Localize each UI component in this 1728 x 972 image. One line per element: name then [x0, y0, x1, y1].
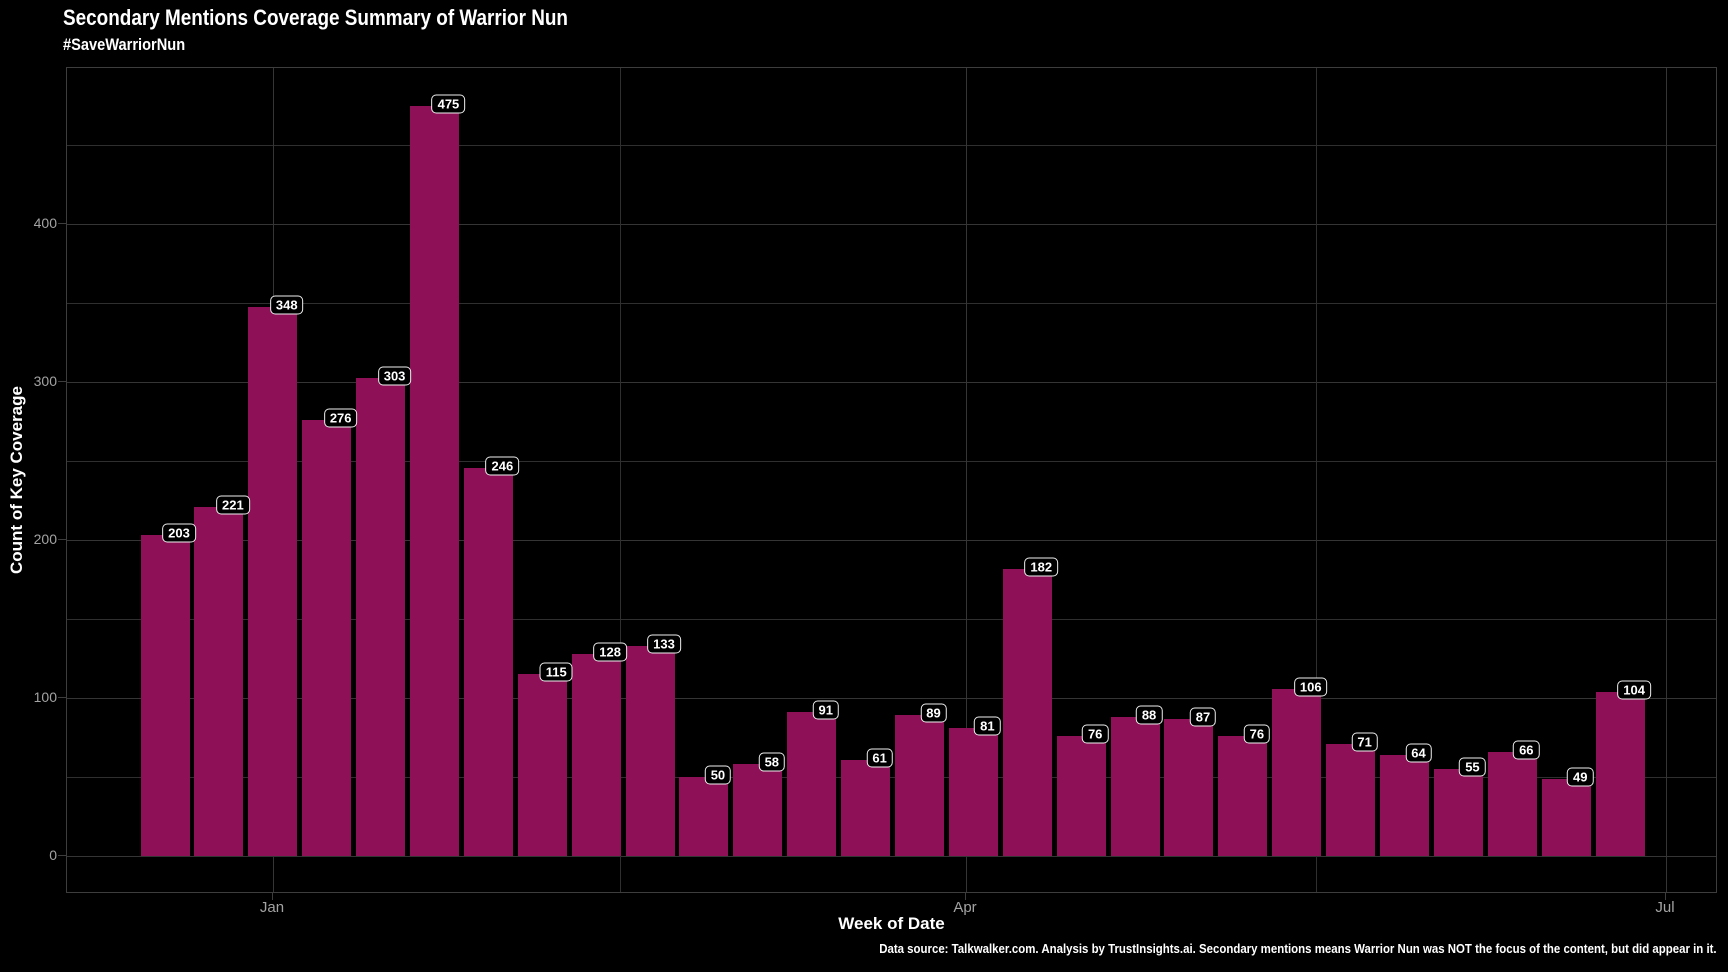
x-tick-Jan: [272, 893, 273, 900]
bar-week-17: [1002, 568, 1052, 856]
bar-week-21: [1218, 735, 1268, 856]
bar-value-chip: 104: [1617, 680, 1651, 700]
bar-value-chip: 246: [485, 456, 520, 476]
bar-week-1: [140, 535, 190, 856]
bar-value-chip: 348: [269, 295, 304, 314]
bar-value-chip: 76: [1081, 724, 1109, 744]
y-tick-label-400: 400: [33, 215, 57, 232]
y-tick-label-200: 200: [33, 531, 57, 548]
gridline-v-minor-0: [619, 68, 621, 892]
bar-value-chip: 50: [704, 765, 732, 785]
bar-value-chip: 115: [539, 662, 573, 682]
bar-week-25: [1433, 769, 1483, 856]
bar-value-chip: 128: [593, 642, 627, 662]
gridline-v-Jul: [1666, 68, 1667, 892]
bar-value-chip: 76: [1243, 724, 1271, 744]
x-axis-title: Week of Date: [838, 914, 945, 933]
gridline-h-400: [67, 224, 1716, 226]
y-tick-100: [58, 697, 66, 699]
bar-week-7: [463, 467, 513, 856]
gridline-h-350: [67, 303, 1716, 305]
bar-value-chip: 221: [216, 495, 250, 515]
bar-value-chip: 303: [377, 366, 412, 386]
bar-value-chip: 88: [1135, 705, 1163, 725]
bar-value-chip: 276: [323, 408, 358, 428]
bar-value-chip: 49: [1566, 767, 1594, 787]
bar-week-19: [1110, 717, 1160, 856]
bar-value-chip: 66: [1513, 740, 1540, 760]
y-tick-label-100: 100: [33, 689, 57, 706]
gridline-h-100: [67, 698, 1716, 700]
bar-value-chip: 106: [1293, 677, 1328, 697]
bar-value-chip: 91: [812, 700, 839, 720]
gridline-h-250: [67, 461, 1716, 463]
y-tick-200: [58, 539, 66, 541]
x-tick-Apr: [965, 893, 966, 900]
bar-week-16: [948, 728, 998, 856]
bar-value-chip: 64: [1405, 743, 1432, 763]
bar-week-15: [895, 715, 944, 856]
bar-value-chip: 133: [647, 634, 681, 654]
x-tick-Jul: [1665, 893, 1666, 900]
bar-week-5: [356, 377, 406, 856]
x-tick-label-Jan: Jan: [259, 899, 285, 916]
gridline-h-0: [67, 856, 1716, 857]
y-axis-title: Count of Key Coverage: [7, 386, 26, 574]
bar-week-6: [409, 105, 459, 856]
bar-value-chip: 89: [920, 703, 947, 723]
bar-value-chip: 61: [866, 748, 893, 768]
bar-week-13: [787, 712, 837, 856]
gridline-h-300: [67, 382, 1716, 384]
bar-week-3: [248, 306, 298, 856]
y-tick-400: [58, 223, 66, 225]
bar-week-4: [302, 420, 352, 856]
bar-week-27: [1541, 778, 1591, 856]
bar-value-chip: 203: [162, 523, 196, 543]
bar-week-20: [1164, 718, 1214, 856]
gridline-v-minor-1: [1316, 68, 1317, 892]
bar-value-chip: 182: [1024, 557, 1059, 577]
bar-week-24: [1380, 754, 1430, 856]
y-tick-0: [58, 855, 66, 856]
plot-panel: 203 221 348 276 303 475 246 115 128 133 50 58 91 61 89…: [66, 67, 1717, 893]
bar-value-chip: 71: [1351, 732, 1378, 752]
y-tick-label-0: 0: [49, 847, 57, 863]
gridline-h-150: [67, 619, 1716, 621]
x-tick-label-Apr: Apr: [953, 899, 977, 916]
bar-week-8: [517, 674, 567, 856]
bar-value-chip: 475: [431, 94, 466, 114]
bar-week-22: [1272, 688, 1322, 856]
bar-value-chip: 55: [1459, 757, 1486, 777]
bar-week-28: [1595, 691, 1645, 856]
y-tick-label-300: 300: [33, 373, 57, 390]
bar-week-23: [1326, 743, 1376, 856]
bar-week-26: [1487, 751, 1537, 856]
bar-value-chip: 81: [974, 716, 1001, 736]
bar-week-12: [733, 764, 783, 856]
gridline-h-450: [67, 145, 1716, 147]
bar-week-11: [679, 777, 729, 856]
bar-week-9: [571, 653, 621, 856]
chart-title: Secondary Mentions Coverage Summary of W…: [63, 5, 568, 30]
bar-week-14: [841, 759, 891, 856]
bar-week-2: [194, 507, 244, 856]
footer-note: Data source: Talkwalker.com. Analysis by…: [879, 941, 1717, 956]
bar-week-10: [625, 645, 675, 856]
bar-value-chip: 58: [758, 752, 786, 772]
bar-week-18: [1056, 735, 1106, 856]
bar-value-chip: 87: [1189, 707, 1217, 727]
gridline-h-50: [67, 777, 1716, 779]
chart-subtitle: #SaveWarriorNun: [63, 35, 186, 54]
y-tick-300: [58, 381, 66, 383]
x-tick-label-Jul: Jul: [1655, 899, 1675, 916]
gridline-v-Apr: [966, 68, 967, 892]
gridline-h-200: [67, 540, 1716, 542]
